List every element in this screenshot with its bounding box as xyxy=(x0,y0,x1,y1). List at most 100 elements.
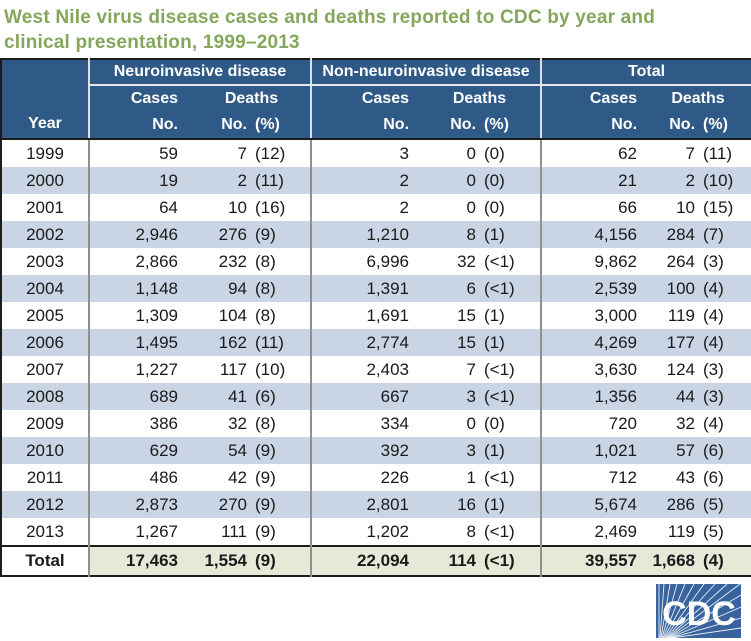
wnv-cases-deaths-table: Year Neuroinvasive disease Non-neuroinva… xyxy=(0,58,751,577)
neuro-deaths-cell: 54 (9) xyxy=(193,437,312,464)
neuro-deaths-cell: 276 (9) xyxy=(193,221,312,248)
total-deaths-count: 2 xyxy=(685,171,696,190)
neuro-deaths-cell: 111 (9) xyxy=(193,518,312,546)
table-body: 1999 59 7 (12) 3 0 (0) 62 7 (11) 2000 19 2 (11) 2 0 (0) 2… xyxy=(1,139,751,576)
neuro-deaths-count: 162 xyxy=(218,333,247,352)
non_neuro-deaths-pct: (<1) xyxy=(484,522,515,541)
total-deaths-cell: 32 (4) xyxy=(645,410,751,437)
neuro-deaths-cell: 42 (9) xyxy=(193,464,312,491)
total-deaths-cell: 264 (3) xyxy=(645,248,751,275)
neuro-deaths-pct: (9) xyxy=(255,441,276,460)
total-deaths-count: 1,668 xyxy=(652,551,696,570)
non_neuro-deaths-pct: (<1) xyxy=(484,551,515,570)
non_neuro-deaths-pct: (0) xyxy=(484,198,505,217)
neuro-cases-cell: 1,309 xyxy=(88,302,193,329)
total-deaths-cell: 177 (4) xyxy=(645,329,751,356)
neuro-cases-cell: 64 xyxy=(88,194,193,221)
table-row: 2009 386 32 (8) 334 0 (0) 720 32 (4) xyxy=(1,410,751,437)
neuro-deaths-count: 54 xyxy=(228,441,247,460)
neuro-deaths-pct: (8) xyxy=(255,306,276,325)
table-row: 2006 1,495 162 (11) 2,774 15 (1) 4,269 177 (4) xyxy=(1,329,751,356)
total-deaths-cell: 44 (3) xyxy=(645,383,751,410)
total-deaths-pct: (11) xyxy=(703,144,732,163)
non_neuro-deaths-pct: (1) xyxy=(484,333,505,352)
footer: CDC xyxy=(0,577,751,639)
year-column-header: Year xyxy=(1,59,89,140)
total-cases-cell: 66 xyxy=(540,194,646,221)
non_neuro-deaths-pct: (<1) xyxy=(484,252,515,271)
non_neuro-deaths-pct: (1) xyxy=(484,441,505,460)
total-deaths-cell: 119 (4) xyxy=(645,302,751,329)
total-deaths-count: 177 xyxy=(666,333,696,352)
total-deaths-pct: (5) xyxy=(703,495,724,514)
deaths-no-label: No. xyxy=(669,116,696,133)
neuro-deaths-count: 117 xyxy=(219,360,247,379)
year-cell: 2007 xyxy=(1,356,89,383)
year-cell: 2005 xyxy=(1,302,89,329)
neuro-deaths-cell: 41 (6) xyxy=(193,383,312,410)
table-row: 2004 1,148 94 (8) 1,391 6 (<1) 2,539 100 (4) xyxy=(1,275,751,302)
neuro-cases-cell: 1,495 xyxy=(88,329,193,356)
neuro-deaths-cell: 32 (8) xyxy=(193,410,312,437)
neuro-deaths-pct: (8) xyxy=(255,252,276,271)
neuro-deaths-cell: 162 (11) xyxy=(193,329,312,356)
year-cell: 2002 xyxy=(1,221,89,248)
cdc-logo-rays xyxy=(658,584,741,638)
total-cases-cell: 3,630 xyxy=(540,356,646,383)
neuro-deaths-pct: (12) xyxy=(255,144,286,163)
non_neuro-deaths-count: 8 xyxy=(466,225,477,244)
group-header-total: Total xyxy=(540,59,751,86)
total-cases-cell: 1,356 xyxy=(540,383,646,410)
group-header-non-neuroinvasive: Non-neuroinvasive disease xyxy=(310,59,542,86)
table-row: 2001 64 10 (16) 2 0 (0) 66 10 (15) xyxy=(1,194,751,221)
figure-title-line2: clinical presentation, 1999–2013 xyxy=(4,32,300,53)
non_neuro-cases-cell: 22,094 xyxy=(310,545,420,576)
total-deaths-pct: (6) xyxy=(703,441,724,460)
neuro-cases-cell: 486 xyxy=(88,464,193,491)
neuro-cases-unit-header: No. xyxy=(88,112,193,140)
non_neuro-deaths-count: 32 xyxy=(457,252,477,271)
cdc-logo: CDC xyxy=(656,584,741,638)
table-row: 2012 2,873 270 (9) 2,801 16 (1) 5,674 286 (5) xyxy=(1,491,751,518)
year-cell: 2012 xyxy=(1,491,89,518)
non-neuro-cases-unit-header: No. xyxy=(310,112,420,140)
non_neuro-cases-cell: 2 xyxy=(310,194,420,221)
non_neuro-deaths-pct: (<1) xyxy=(484,279,515,298)
year-cell: 2011 xyxy=(1,464,89,491)
non_neuro-cases-cell: 6,996 xyxy=(310,248,420,275)
table-row: 2008 689 41 (6) 667 3 (<1) 1,356 44 (3) xyxy=(1,383,751,410)
neuro-deaths-count: 41 xyxy=(228,387,247,406)
non-neuro-cases-header: Cases xyxy=(310,85,420,112)
non_neuro-deaths-cell: 32 (<1) xyxy=(419,248,542,275)
neuro-deaths-cell: 2 (11) xyxy=(193,167,312,194)
total-deaths-pct: (4) xyxy=(703,414,724,433)
non_neuro-deaths-pct: (1) xyxy=(484,306,505,325)
neuro-cases-cell: 1,227 xyxy=(88,356,193,383)
neuro-deaths-count: 111 xyxy=(221,522,247,541)
table-row: 2005 1,309 104 (8) 1,691 15 (1) 3,000 119 (4) xyxy=(1,302,751,329)
year-cell: 2006 xyxy=(1,329,89,356)
total-deaths-pct: (5) xyxy=(703,522,724,541)
non_neuro-deaths-pct: (0) xyxy=(484,171,505,190)
total-deaths-cell: 119 (5) xyxy=(645,518,751,546)
neuro-deaths-pct: (8) xyxy=(255,279,276,298)
neuro-deaths-cell: 270 (9) xyxy=(193,491,312,518)
table-row: 2013 1,267 111 (9) 1,202 8 (<1) 2,469 119 (5) xyxy=(1,518,751,546)
non_neuro-deaths-cell: 8 (1) xyxy=(419,221,542,248)
neuro-deaths-count: 2 xyxy=(237,171,247,190)
neuro-deaths-pct: (11) xyxy=(255,171,284,190)
year-cell: 2013 xyxy=(1,518,89,546)
figure-title: West Nile virus disease cases and deaths… xyxy=(0,0,751,58)
neuro-cases-cell: 1,267 xyxy=(88,518,193,546)
total-deaths-count: 119 xyxy=(667,522,696,541)
total-cases-cell: 5,674 xyxy=(540,491,646,518)
neuro-deaths-count: 32 xyxy=(228,414,247,433)
total-deaths-count: 264 xyxy=(666,252,696,271)
figure-title-line1: West Nile virus disease cases and deaths… xyxy=(4,7,656,28)
total-deaths-count: 286 xyxy=(666,495,696,514)
non_neuro-deaths-pct: (<1) xyxy=(484,387,515,406)
year-cell: 2004 xyxy=(1,275,89,302)
total-cases-cell: 21 xyxy=(540,167,646,194)
year-cell: 1999 xyxy=(1,139,89,167)
neuro-deaths-cell: 94 (8) xyxy=(193,275,312,302)
